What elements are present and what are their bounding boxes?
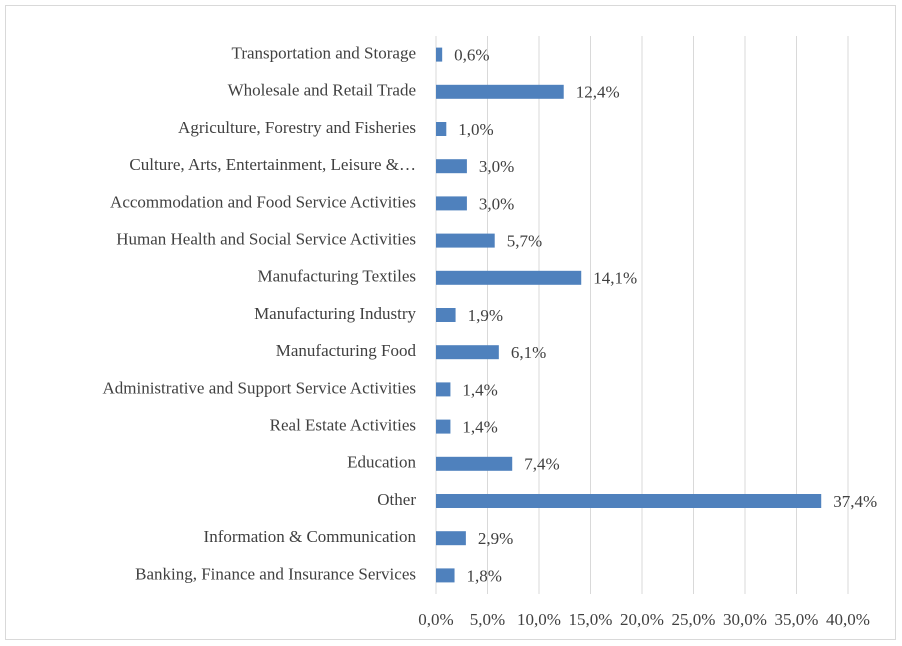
y-tick-label: Information & Communication (204, 527, 417, 546)
y-tick-label: Wholesale and Retail Trade (228, 81, 416, 100)
x-tick-label: 0,0% (418, 610, 453, 629)
bar (436, 270, 582, 285)
y-tick-label: Administrative and Support Service Activ… (102, 378, 416, 397)
bar (436, 382, 451, 397)
chart-frame (5, 5, 896, 640)
y-tick-label: Manufacturing Industry (254, 304, 416, 323)
y-tick-label: Banking, Finance and Insurance Services (135, 564, 416, 583)
value-label: 14,1% (593, 269, 637, 288)
bar (436, 568, 455, 583)
y-tick-label: Agriculture, Forestry and Fisheries (178, 118, 416, 137)
y-tick-label: Other (377, 490, 416, 509)
x-tick-label: 15,0% (569, 610, 613, 629)
bar (436, 531, 466, 546)
bar (436, 122, 447, 136)
y-tick-label: Education (347, 453, 416, 472)
y-tick-label: Manufacturing Food (276, 341, 417, 360)
bar (436, 84, 564, 99)
x-tick-label: 20,0% (620, 610, 664, 629)
x-tick-label: 25,0% (672, 610, 716, 629)
y-tick-label: Human Health and Social Service Activiti… (116, 230, 416, 249)
value-label: 37,4% (833, 492, 877, 511)
value-label: 3,0% (479, 157, 514, 176)
x-tick-label: 35,0% (775, 610, 819, 629)
y-tick-label: Real Estate Activities (270, 416, 416, 435)
value-label: 1,4% (462, 418, 497, 437)
y-tick-label: Transportation and Storage (232, 44, 416, 63)
x-tick-label: 5,0% (470, 610, 505, 629)
value-label: 1,4% (462, 380, 497, 399)
value-label: 1,0% (458, 120, 493, 139)
value-label: 6,1% (511, 343, 546, 362)
x-tick-label: 40,0% (826, 610, 870, 629)
value-label: 7,4% (524, 455, 559, 474)
value-label: 5,7% (507, 232, 542, 251)
bar (436, 494, 822, 508)
bar (436, 345, 499, 360)
value-label: 12,4% (576, 83, 620, 102)
bar (436, 47, 443, 62)
value-label: 1,8% (467, 566, 502, 585)
value-label: 0,6% (454, 46, 489, 65)
bar (436, 419, 451, 434)
bar (436, 196, 467, 211)
value-label: 3,0% (479, 194, 514, 213)
y-tick-label: Culture, Arts, Entertainment, Leisure &… (129, 155, 416, 174)
value-label: 2,9% (478, 529, 513, 548)
bar (436, 308, 456, 322)
bar (436, 233, 495, 248)
bar (436, 456, 513, 471)
y-tick-label: Accommodation and Food Service Activitie… (110, 192, 416, 211)
bar (436, 159, 467, 174)
y-tick-label: Manufacturing Textiles (257, 267, 416, 286)
x-tick-label: 30,0% (723, 610, 767, 629)
value-label: 1,9% (468, 306, 503, 325)
x-tick-label: 10,0% (517, 610, 561, 629)
